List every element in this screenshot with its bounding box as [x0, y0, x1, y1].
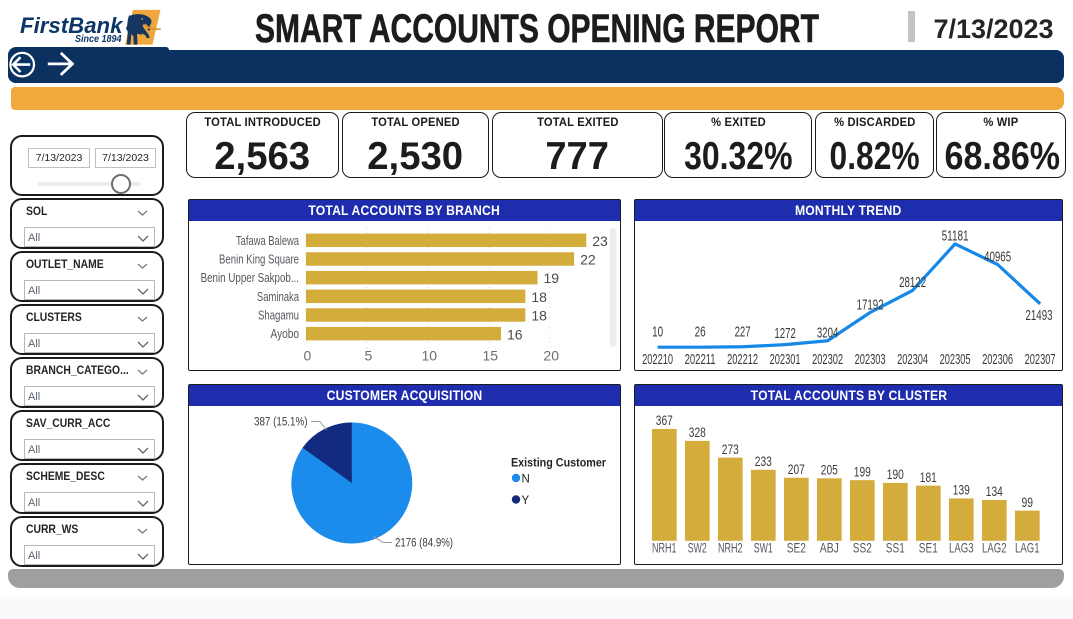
svg-text:18: 18	[531, 308, 547, 324]
svg-text:LAG2: LAG2	[982, 540, 1007, 556]
svg-text:99: 99	[1022, 495, 1034, 510]
svg-text:1272: 1272	[774, 325, 796, 342]
svg-text:Existing Customer: Existing Customer	[511, 456, 606, 470]
svg-text:21493: 21493	[1026, 307, 1053, 324]
svg-text:Y: Y	[522, 495, 530, 507]
svg-text:202303: 202303	[855, 351, 886, 368]
svg-text:202304: 202304	[897, 351, 928, 368]
svg-text:134: 134	[986, 484, 1003, 499]
svg-text:328: 328	[689, 425, 706, 440]
svg-text:233: 233	[755, 454, 772, 469]
svg-text:40965: 40965	[984, 248, 1011, 265]
svg-text:NRH2: NRH2	[718, 540, 743, 556]
svg-text:15: 15	[482, 348, 498, 364]
svg-text:139: 139	[953, 483, 970, 498]
svg-text:Saminaka: Saminaka	[257, 290, 299, 304]
svg-text:N: N	[522, 474, 530, 486]
svg-text:181: 181	[920, 470, 937, 485]
svg-text:Shagamu: Shagamu	[258, 308, 299, 322]
svg-text:26: 26	[695, 324, 706, 341]
svg-text:227: 227	[735, 323, 751, 340]
svg-text:SE2: SE2	[787, 540, 806, 556]
svg-text:LAG1: LAG1	[1015, 540, 1040, 556]
svg-text:0: 0	[304, 348, 312, 364]
svg-text:202307: 202307	[1025, 351, 1056, 368]
svg-text:202212: 202212	[727, 351, 758, 368]
svg-text:5: 5	[364, 348, 372, 364]
svg-text:Benin King Square: Benin King Square	[219, 252, 299, 266]
svg-text:190: 190	[887, 467, 904, 482]
svg-text:199: 199	[854, 464, 871, 479]
svg-text:SE1: SE1	[919, 540, 938, 556]
svg-text:202210: 202210	[642, 351, 673, 368]
svg-text:51181: 51181	[942, 228, 969, 245]
svg-text:Tafawa Balewa: Tafawa Balewa	[236, 234, 299, 248]
svg-text:202211: 202211	[685, 351, 716, 368]
svg-text:SS1: SS1	[886, 540, 905, 556]
svg-text:NRH1: NRH1	[652, 540, 677, 556]
svg-text:22: 22	[580, 252, 596, 268]
svg-text:273: 273	[722, 442, 739, 457]
svg-text:205: 205	[821, 463, 838, 478]
svg-text:SW2: SW2	[688, 540, 707, 556]
svg-text:207: 207	[788, 462, 805, 477]
svg-text:ABJ: ABJ	[820, 540, 839, 556]
svg-text:28122: 28122	[899, 274, 926, 291]
svg-text:202302: 202302	[812, 351, 843, 368]
svg-text:202305: 202305	[940, 351, 971, 368]
svg-text:202301: 202301	[770, 351, 801, 368]
svg-text:3204: 3204	[817, 325, 839, 342]
svg-text:17192: 17192	[857, 296, 884, 313]
svg-text:387 (15.1%): 387 (15.1%)	[254, 417, 308, 429]
svg-text:10: 10	[652, 324, 663, 341]
svg-text:Ayobo: Ayobo	[271, 327, 300, 341]
svg-text:SS2: SS2	[853, 540, 872, 556]
svg-text:10: 10	[422, 348, 438, 364]
svg-text:367: 367	[656, 413, 673, 428]
svg-text:19: 19	[544, 270, 560, 286]
svg-text:202306: 202306	[982, 351, 1013, 368]
svg-text:LAG3: LAG3	[949, 540, 974, 556]
svg-text:16: 16	[507, 326, 523, 342]
svg-text:Benin Upper Sakpob...: Benin Upper Sakpob...	[201, 271, 299, 285]
svg-text:SW1: SW1	[754, 540, 773, 556]
svg-text:2176 (84.9%): 2176 (84.9%)	[395, 538, 453, 550]
svg-text:20: 20	[543, 348, 559, 364]
svg-text:23: 23	[592, 233, 608, 249]
svg-text:18: 18	[531, 289, 547, 305]
